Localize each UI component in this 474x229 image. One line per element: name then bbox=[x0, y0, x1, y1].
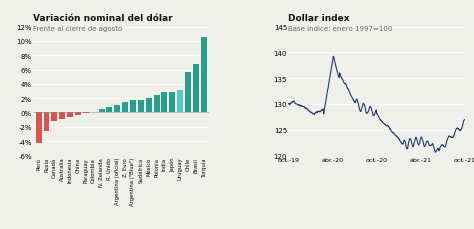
Bar bbox=[138, 100, 144, 113]
Bar bbox=[154, 95, 160, 113]
Text: Base índice: enero 1997=100: Base índice: enero 1997=100 bbox=[289, 26, 393, 32]
Bar bbox=[44, 113, 49, 131]
Bar bbox=[107, 108, 112, 113]
Bar bbox=[130, 101, 136, 113]
Bar bbox=[75, 113, 81, 116]
Bar bbox=[169, 92, 175, 113]
Bar bbox=[36, 113, 42, 144]
Bar bbox=[162, 93, 167, 113]
Bar bbox=[201, 38, 207, 113]
Bar bbox=[146, 99, 152, 113]
Bar bbox=[193, 65, 199, 113]
Bar bbox=[177, 91, 183, 113]
Bar bbox=[99, 109, 104, 113]
Text: Frente al cierre de agosto: Frente al cierre de agosto bbox=[33, 26, 122, 32]
Bar bbox=[59, 113, 65, 119]
Bar bbox=[67, 113, 73, 118]
Bar bbox=[83, 113, 89, 114]
Bar bbox=[185, 72, 191, 113]
Bar bbox=[114, 105, 120, 113]
Text: Variación nominal del dólar: Variación nominal del dólar bbox=[33, 14, 173, 23]
Bar bbox=[52, 113, 57, 122]
Text: Dollar index: Dollar index bbox=[289, 14, 350, 23]
Bar bbox=[122, 102, 128, 113]
